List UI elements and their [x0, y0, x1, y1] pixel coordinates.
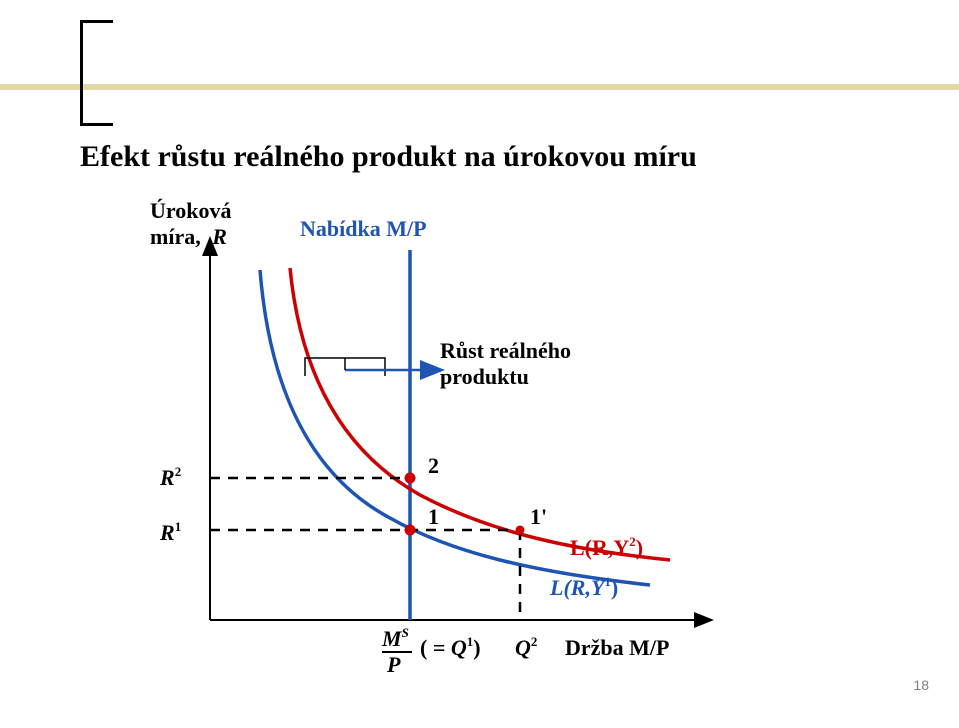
- decorative-band: [0, 84, 959, 90]
- growth-label-line2: produktu: [440, 364, 529, 389]
- y-axis-label: Úroková míra, R: [150, 198, 232, 249]
- point-1p-label: 1': [530, 504, 547, 529]
- y-axis-label-line2: míra, R: [150, 224, 227, 249]
- x-axis-label-right: Držba M/P: [565, 635, 669, 660]
- demand-label-LY1: L(R,Y1): [549, 574, 618, 600]
- point-2-label: 2: [428, 453, 439, 478]
- point-1-dot: [405, 525, 416, 536]
- x-axis-q2: Q2: [515, 634, 537, 660]
- axes: [210, 240, 710, 620]
- svg-text:MS: MS: [381, 625, 409, 651]
- x-axis-ms-over-p: MS P: [381, 625, 412, 677]
- r1-label: R1: [159, 519, 181, 545]
- point-1p-dot: [516, 526, 525, 535]
- growth-label-line1: Růst reálného: [440, 338, 571, 363]
- dashed-lines: [210, 478, 520, 620]
- point-2-dot: [405, 473, 416, 484]
- supply-label: Nabídka M/P: [300, 216, 427, 241]
- r2-label: R2: [159, 464, 181, 490]
- curve-bracket: [305, 358, 440, 376]
- demand-curve-L-Y2: [290, 268, 670, 560]
- svg-text:P: P: [386, 652, 401, 677]
- chart-svg: Úroková míra, R Nabídka M/P Růst reálnéh…: [150, 200, 790, 670]
- money-market-chart: Úroková míra, R Nabídka M/P Růst reálnéh…: [150, 200, 790, 670]
- page-title: Efekt růstu reálného produkt na úrokovou…: [80, 140, 697, 174]
- slide-bracket: [80, 20, 113, 126]
- y-axis-label-line1: Úroková: [150, 198, 232, 223]
- page-number: 18: [913, 677, 929, 693]
- x-axis-eq-q1: ( = Q1): [420, 634, 481, 660]
- point-1-label: 1: [428, 504, 439, 529]
